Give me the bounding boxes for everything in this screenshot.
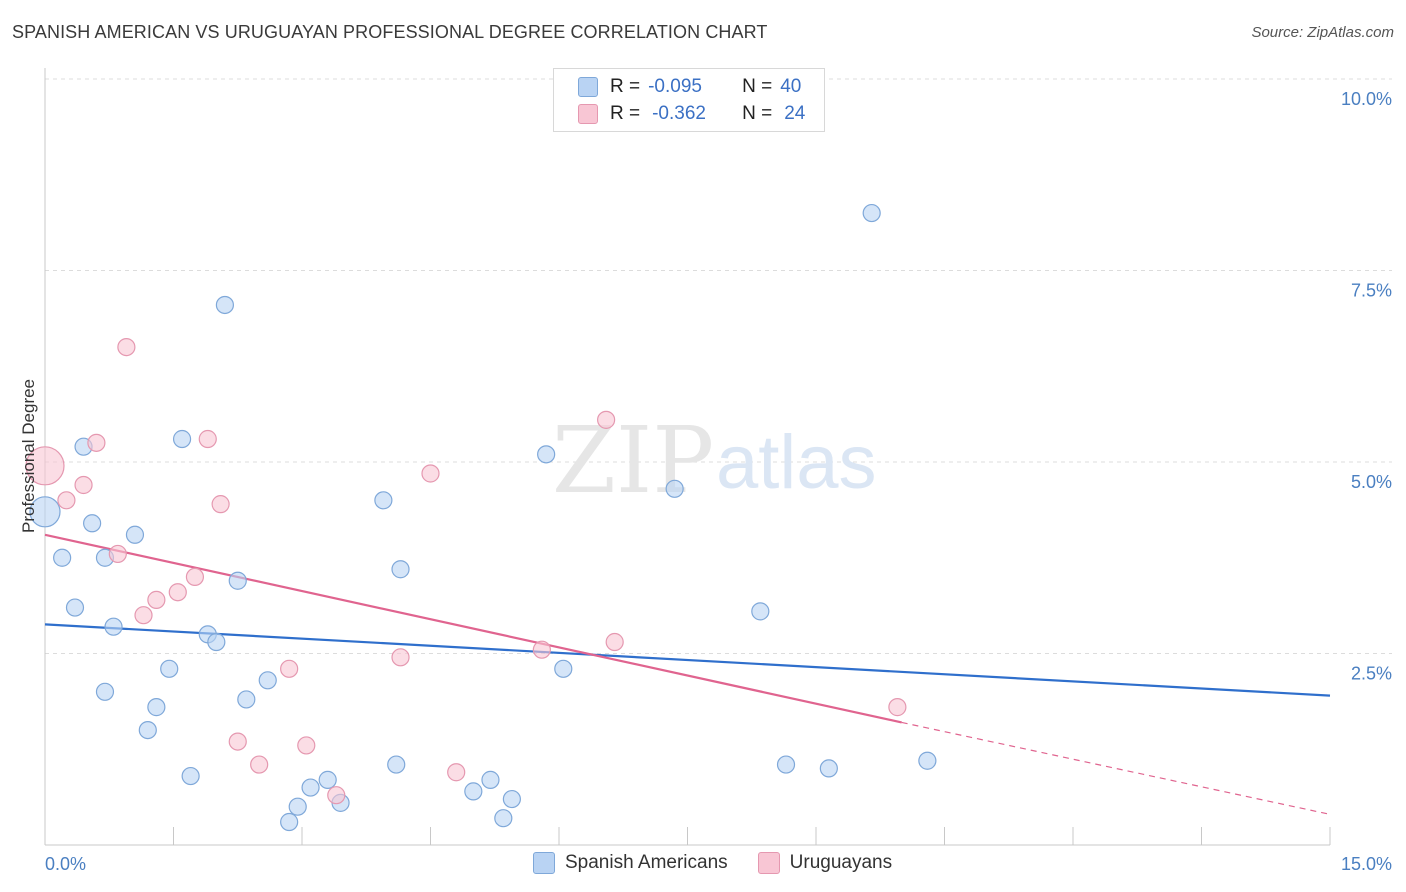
point-spanish-american: [862, 203, 881, 223]
point-spanish-american: [819, 759, 838, 778]
point-spanish-american: [481, 770, 500, 789]
point-uruguayan: [421, 464, 440, 483]
point-spanish-american: [228, 571, 247, 590]
trend-lines: [44, 533, 1331, 815]
point-spanish-american: [502, 789, 521, 809]
point-uruguayan: [605, 632, 624, 652]
point-uruguayan: [57, 491, 76, 510]
point-spanish-american: [29, 496, 61, 528]
legend-item-uruguayans: Uruguayans: [757, 852, 893, 874]
point-spanish-american: [125, 525, 145, 544]
point-spanish-american: [53, 548, 72, 567]
point-uruguayan: [185, 567, 205, 587]
point-spanish-american: [665, 479, 684, 498]
legend-swatch-pink: [757, 852, 780, 874]
y-tick-label: 7.5%: [1351, 281, 1392, 301]
watermark-atlas: atlas: [716, 420, 877, 505]
point-uruguayan: [108, 544, 127, 564]
y-tick-label: 5.0%: [1351, 472, 1392, 492]
point-spanish-american: [215, 295, 234, 315]
point-spanish-american: [301, 778, 320, 797]
x-tick-label: 0.0%: [45, 854, 86, 874]
legend-label: Spanish Americans: [565, 852, 728, 873]
legend-row-uruguayans: R = -0.362 N = 24: [578, 102, 805, 126]
point-uruguayan: [888, 698, 907, 717]
y-tick-label: 10.0%: [1341, 89, 1392, 109]
watermark-zip: ZIP: [552, 407, 714, 514]
legend-swatch-blue: [533, 852, 555, 874]
point-spanish-american: [258, 671, 277, 690]
legend-r-value: -0.095: [648, 76, 702, 97]
point-uruguayan: [228, 732, 247, 751]
point-spanish-american: [776, 755, 796, 774]
y-tick-label: 2.5%: [1351, 664, 1392, 684]
tick-labels: 2.5% 5.0% 7.5% 10.0% 0.0% 15.0%: [45, 89, 1392, 874]
point-uruguayan: [250, 755, 269, 774]
point-uruguayan: [532, 640, 551, 659]
point-spanish-american: [138, 720, 157, 740]
legend-n-label: N =: [742, 103, 773, 124]
point-uruguayan: [327, 786, 346, 805]
trend-line-uruguayans: [44, 533, 902, 724]
point-spanish-american: [280, 812, 299, 832]
point-uruguayan: [211, 495, 230, 514]
y-axis-label: Professional Degree: [19, 379, 38, 533]
point-spanish-american: [464, 782, 483, 801]
point-spanish-american: [160, 659, 179, 678]
point-uruguayan: [447, 763, 466, 782]
point-uruguayan: [280, 659, 299, 678]
point-spanish-american: [207, 632, 226, 652]
point-uruguayan: [147, 590, 166, 609]
point-spanish-american: [181, 766, 200, 786]
legend-item-spanish-americans: Spanish Americans: [533, 852, 728, 874]
legend-r-label: R =: [610, 76, 641, 97]
point-spanish-american: [147, 698, 166, 717]
source-label: Source: ZipAtlas.com: [1251, 24, 1394, 41]
point-spanish-american: [751, 602, 770, 621]
point-spanish-american: [104, 617, 123, 636]
legend-swatch-pink: [578, 104, 598, 124]
point-uruguayan: [168, 583, 187, 602]
point-spanish-american: [95, 682, 115, 701]
point-uruguayan: [25, 446, 65, 486]
point-spanish-american: [65, 598, 85, 617]
legend-n-label: N =: [742, 76, 773, 97]
point-spanish-american: [83, 514, 102, 533]
point-spanish-american: [918, 751, 937, 770]
legend-n-value: 40: [780, 76, 802, 97]
x-tick-label: 15.0%: [1341, 854, 1392, 874]
chart-title: SPANISH AMERICAN VS URUGUAYAN PROFESSION…: [12, 22, 768, 42]
correlation-legend: R = -0.095 N = 40 R = -0.362 N = 24: [553, 68, 825, 132]
point-spanish-american: [537, 445, 556, 464]
trend-line-spanish-americans: [44, 623, 1331, 697]
point-spanish-american: [391, 560, 410, 579]
point-uruguayan: [297, 736, 316, 755]
series-legend: Spanish Americans Uruguayans: [533, 852, 922, 874]
point-spanish-american: [318, 770, 337, 789]
point-uruguayan: [198, 429, 217, 449]
legend-n-value: 24: [784, 103, 806, 124]
point-uruguayan: [597, 410, 616, 429]
legend-r-label: R =: [610, 103, 641, 124]
point-spanish-american: [288, 797, 307, 816]
point-spanish-american: [387, 755, 406, 774]
legend-label: Uruguayans: [789, 852, 893, 873]
point-spanish-american: [237, 690, 256, 709]
point-uruguayan: [87, 433, 106, 452]
legend-r-value: -0.362: [652, 103, 706, 124]
point-uruguayan: [117, 338, 136, 357]
point-spanish-american: [374, 491, 393, 510]
point-uruguayan: [134, 606, 153, 625]
data-points: [25, 203, 937, 832]
point-spanish-american: [172, 429, 192, 449]
grid-lines: [45, 78, 1392, 654]
trend-line-uruguayans-extrapolated: [901, 721, 1331, 815]
legend-row-spanish-americans: R = -0.095 N = 40: [578, 75, 801, 99]
point-spanish-american: [554, 659, 573, 678]
point-spanish-american: [494, 809, 513, 828]
point-uruguayan: [74, 475, 93, 495]
point-uruguayan: [391, 648, 410, 667]
legend-swatch-blue: [578, 77, 598, 97]
